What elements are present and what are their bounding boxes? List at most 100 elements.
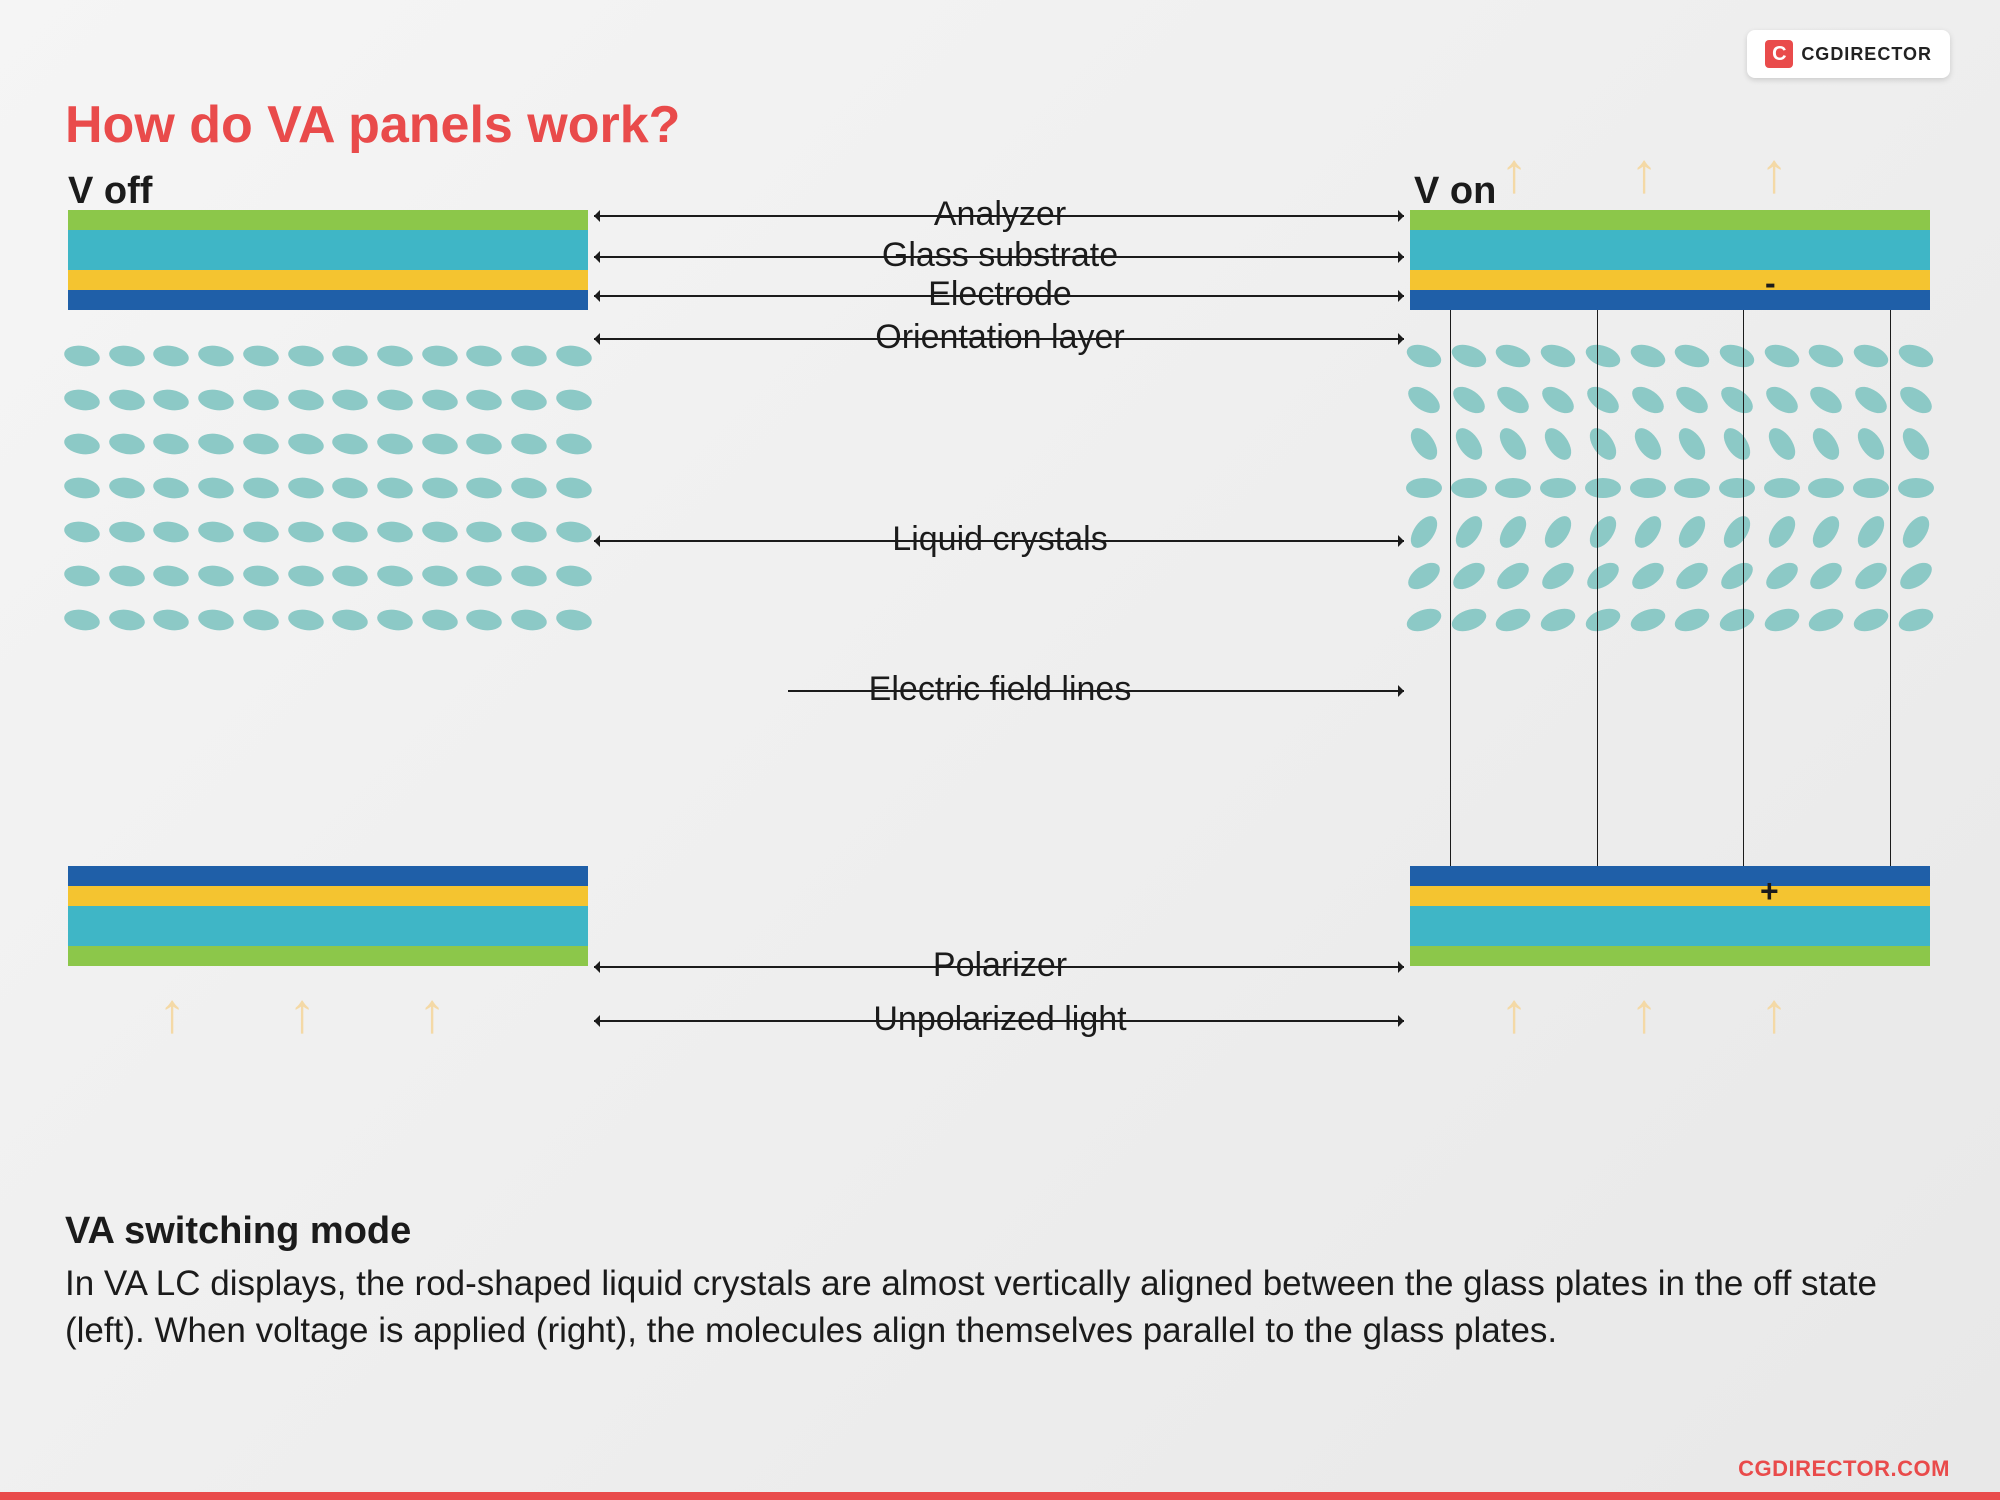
electrode-layer	[68, 886, 588, 906]
liquid-crystal	[1540, 424, 1577, 465]
liquid-crystal	[420, 431, 459, 457]
liquid-crystal	[1627, 604, 1668, 635]
liquid-crystal	[1895, 381, 1936, 418]
liquid-crystal	[1538, 340, 1579, 371]
liquid-crystal	[241, 607, 280, 633]
liquid-crystal	[465, 519, 504, 545]
glass-layer	[1410, 906, 1930, 946]
left-bottom-stack	[68, 866, 588, 966]
liquid-crystal	[1717, 340, 1758, 371]
liquid-crystal	[420, 519, 459, 545]
liquid-crystal	[152, 343, 191, 369]
liquid-crystal	[510, 343, 549, 369]
liquid-crystal	[1808, 512, 1845, 553]
liquid-crystal	[1448, 340, 1489, 371]
crystal-row	[1414, 602, 1926, 638]
crystal-row	[72, 382, 584, 418]
liquid-crystal	[107, 475, 146, 501]
liquid-crystal	[1493, 604, 1534, 635]
description-text: In VA LC displays, the rod-shaped liquid…	[65, 1260, 1935, 1355]
liquid-crystal	[376, 519, 415, 545]
liquid-crystal	[63, 431, 102, 457]
liquid-crystal	[331, 475, 370, 501]
liquid-crystal	[1493, 381, 1534, 418]
light-arrow-icon: ↑	[1500, 980, 1528, 1045]
liquid-crystal	[1404, 381, 1445, 418]
crystal-row	[1414, 426, 1926, 462]
liquid-crystal	[1451, 478, 1487, 498]
liquid-crystal	[1808, 478, 1844, 498]
liquid-crystal	[1582, 381, 1623, 418]
liquid-crystal	[1404, 340, 1445, 371]
liquid-crystal	[197, 343, 236, 369]
liquid-crystal	[554, 607, 593, 633]
liquid-crystal	[1806, 340, 1847, 371]
light-arrow-icon: ↑	[1630, 140, 1658, 205]
liquid-crystal	[286, 431, 325, 457]
liquid-crystal	[1630, 478, 1666, 498]
liquid-crystal	[331, 519, 370, 545]
liquid-crystal	[331, 563, 370, 589]
liquid-crystal	[1763, 512, 1800, 553]
liquid-crystal	[63, 607, 102, 633]
liquid-crystal	[510, 387, 549, 413]
light-arrow-icon: ↑	[288, 980, 316, 1045]
polarizer-layer	[68, 946, 588, 966]
liquid-crystal	[1405, 512, 1442, 553]
orientation-layer	[1410, 866, 1930, 886]
liquid-crystal	[1806, 381, 1847, 418]
liquid-crystal	[1719, 424, 1756, 465]
liquid-crystal	[376, 475, 415, 501]
liquid-crystal	[554, 563, 593, 589]
light-arrow-icon: ↑	[418, 980, 446, 1045]
crystal-row	[1414, 338, 1926, 374]
liquid-crystal	[107, 607, 146, 633]
left-top-stack	[68, 210, 588, 310]
liquid-crystal	[1717, 381, 1758, 418]
crystal-row	[72, 338, 584, 374]
liquid-crystal	[420, 475, 459, 501]
liquid-crystal	[1540, 512, 1577, 553]
liquid-crystal	[241, 431, 280, 457]
liquid-crystal	[1583, 604, 1624, 635]
liquid-crystal	[510, 607, 549, 633]
voff-label: V off	[68, 170, 152, 213]
liquid-crystal	[1895, 557, 1936, 594]
light-arrow-icon: ↑	[1500, 140, 1528, 205]
orientation-layer	[68, 290, 588, 310]
double-arrow-icon	[594, 215, 1404, 217]
liquid-crystal	[465, 563, 504, 589]
liquid-crystal	[1853, 424, 1890, 465]
crystal-row	[1414, 382, 1926, 418]
liquid-crystal	[465, 607, 504, 633]
liquid-crystal	[1761, 557, 1802, 594]
crystal-row	[1414, 558, 1926, 594]
crystal-row	[72, 558, 584, 594]
liquid-crystal	[152, 387, 191, 413]
liquid-crystal	[1583, 340, 1624, 371]
liquid-crystal	[1584, 424, 1621, 465]
liquid-crystal	[107, 563, 146, 589]
liquid-crystal	[107, 387, 146, 413]
orientation-layer	[68, 866, 588, 886]
liquid-crystal	[1717, 604, 1758, 635]
liquid-crystal	[1627, 381, 1668, 418]
liquid-crystal	[1672, 340, 1713, 371]
liquid-crystal	[1674, 424, 1711, 465]
liquid-crystal	[1897, 512, 1934, 553]
liquid-crystal	[1495, 424, 1532, 465]
liquid-crystal	[63, 519, 102, 545]
liquid-crystal	[241, 387, 280, 413]
logo-badge: C CGDIRECTOR	[1747, 30, 1950, 78]
liquid-crystal	[465, 475, 504, 501]
liquid-crystal	[197, 607, 236, 633]
liquid-crystal	[1761, 604, 1802, 635]
liquid-crystal	[1896, 604, 1937, 635]
right-top-stack	[1410, 210, 1930, 310]
liquid-crystal	[331, 343, 370, 369]
liquid-crystal	[63, 387, 102, 413]
liquid-crystal	[1450, 424, 1487, 465]
light-arrow-icon: ↑	[1760, 140, 1788, 205]
liquid-crystal	[420, 607, 459, 633]
liquid-crystal	[1629, 424, 1666, 465]
